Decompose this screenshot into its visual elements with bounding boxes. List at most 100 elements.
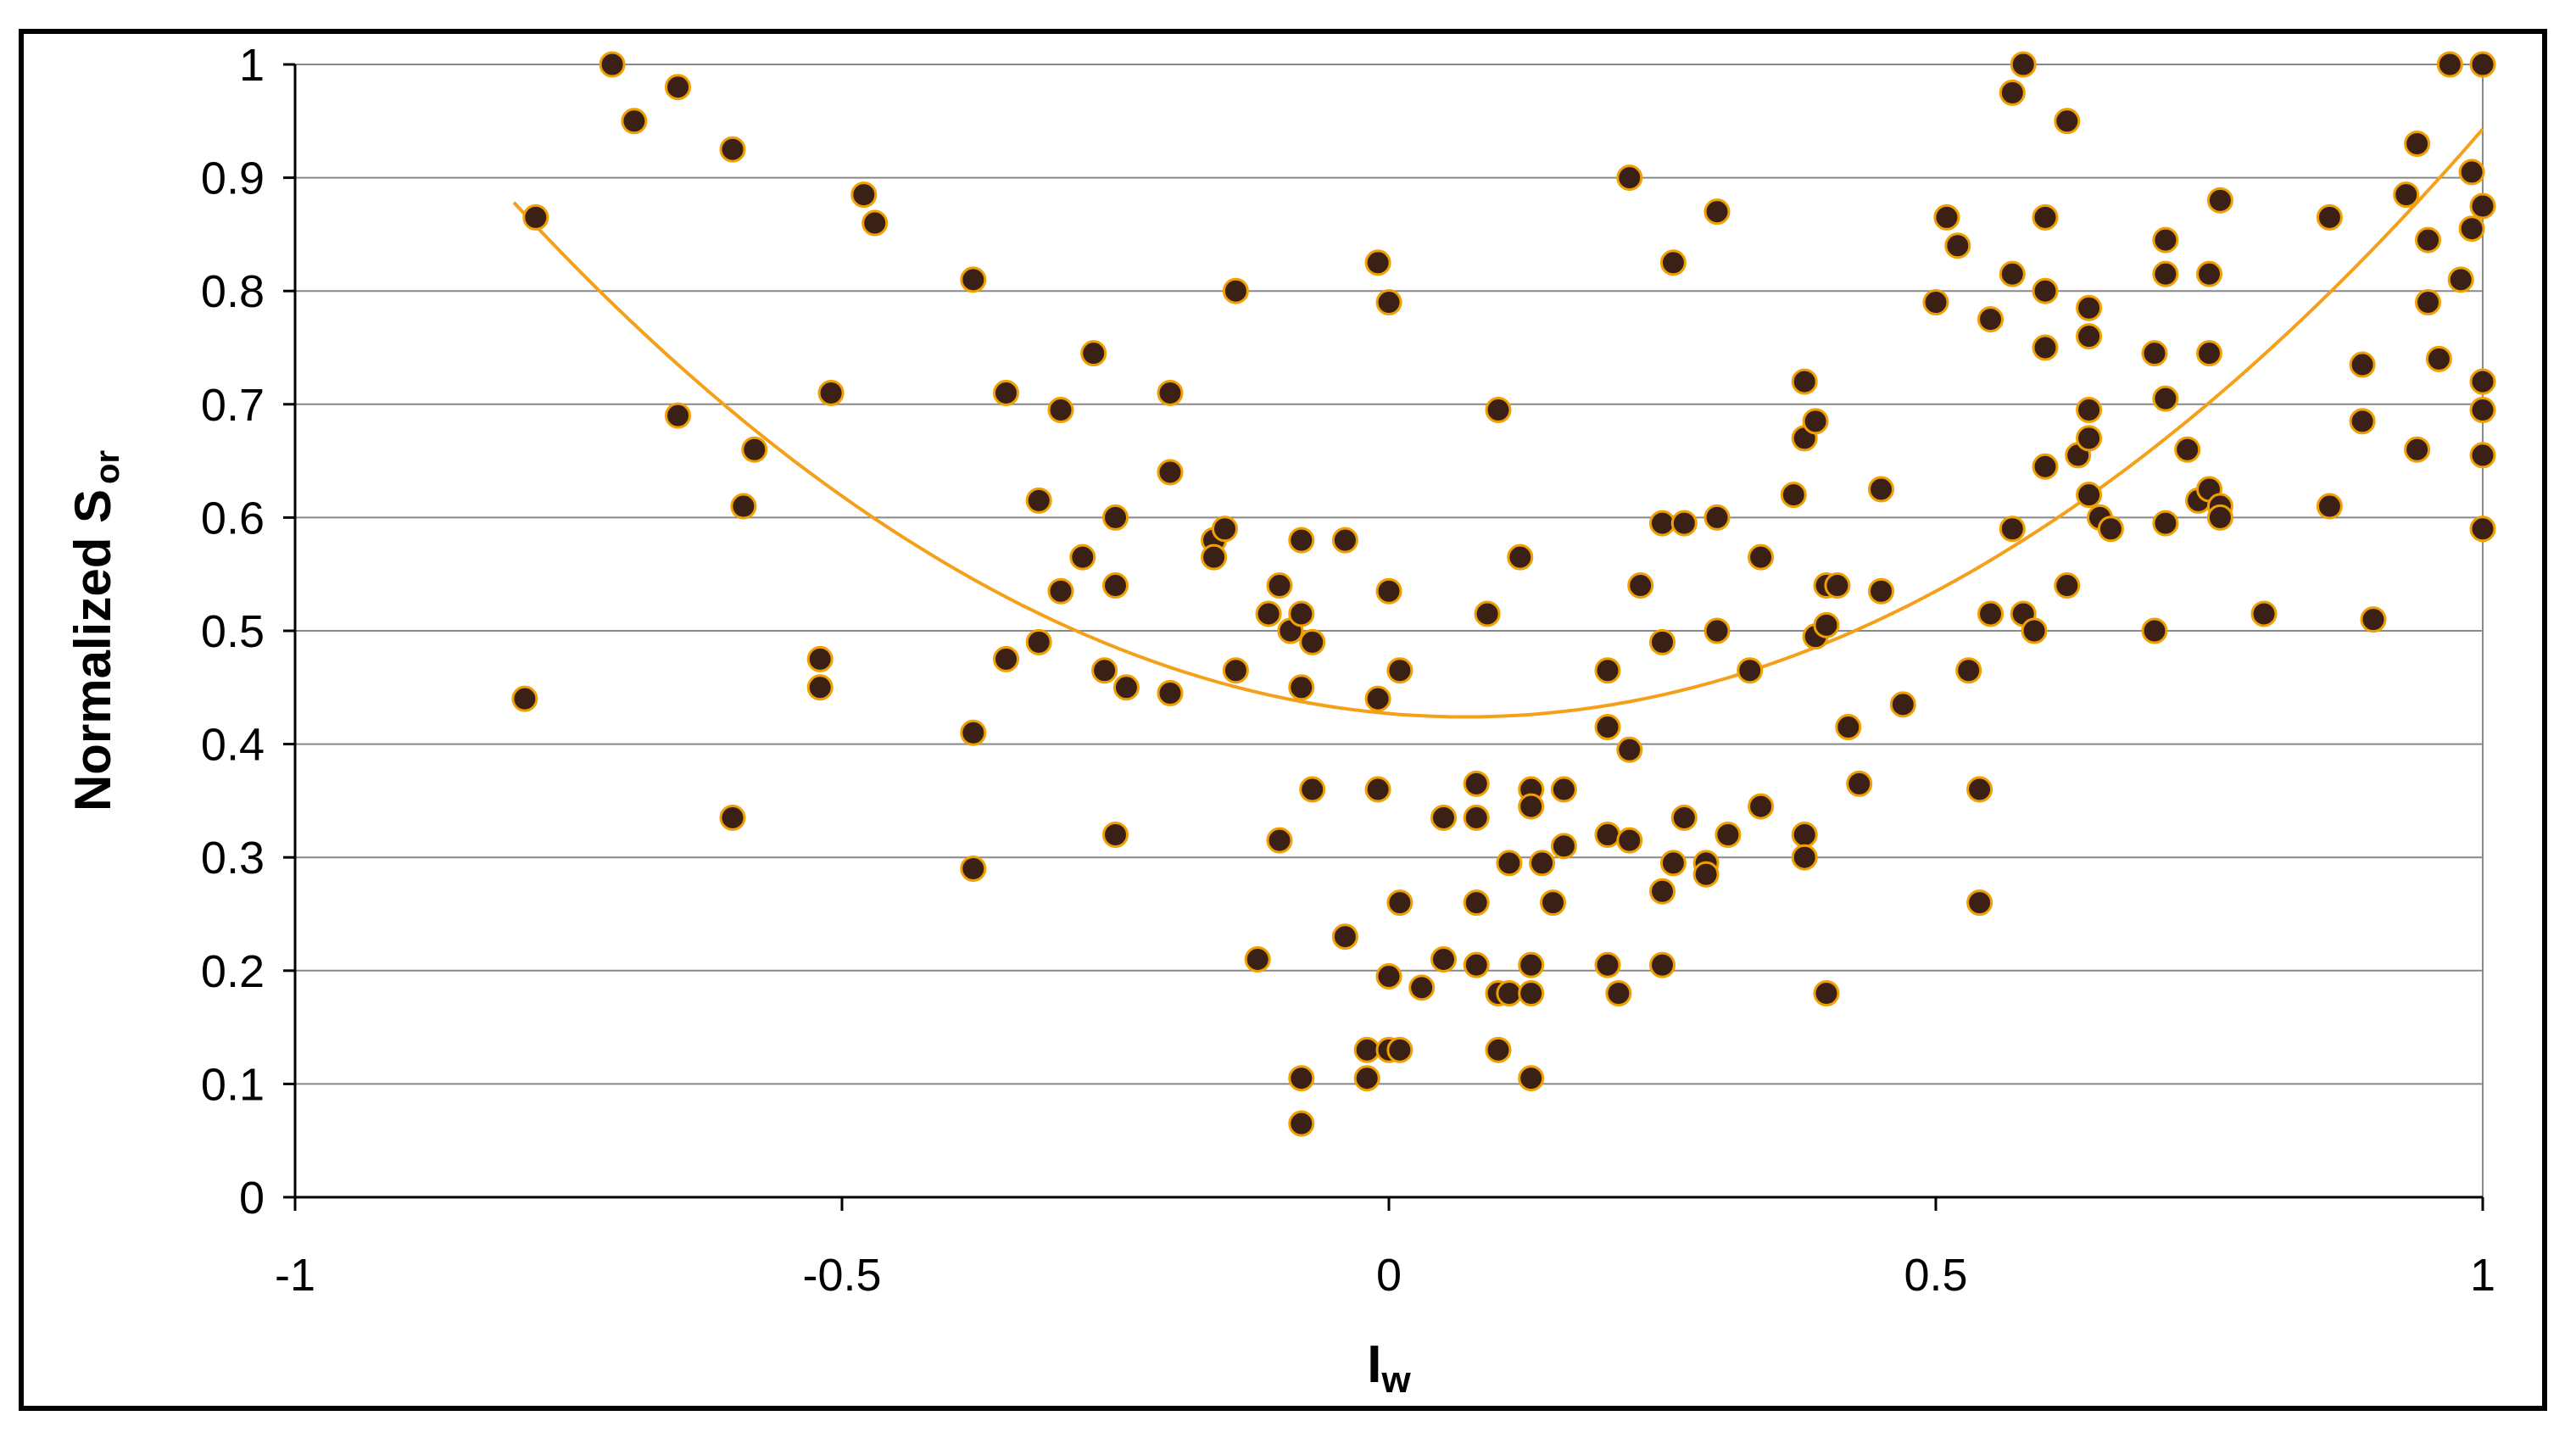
- y-tick-label: 0.5: [201, 606, 265, 657]
- data-point: [1496, 850, 1523, 877]
- data-point: [2447, 266, 2474, 293]
- data-point: [1288, 674, 1315, 701]
- data-point: [665, 402, 691, 429]
- data-point: [1999, 79, 2026, 106]
- data-point: [2469, 442, 2496, 469]
- data-point: [1649, 951, 1676, 978]
- data-point: [2250, 600, 2278, 627]
- data-point: [1846, 770, 1873, 797]
- data-point: [1659, 850, 1687, 877]
- data-point: [1966, 889, 1993, 917]
- data-point: [1102, 572, 1129, 599]
- data-point: [2032, 203, 2059, 231]
- data-point: [2316, 493, 2343, 520]
- data-point: [806, 645, 834, 672]
- data-point: [665, 74, 691, 101]
- y-tick-label: 0.8: [201, 266, 265, 317]
- data-point: [2097, 516, 2124, 543]
- data-point: [1375, 289, 1402, 316]
- data-point: [1047, 396, 1074, 423]
- data-point: [1627, 572, 1654, 599]
- data-point: [2076, 425, 2103, 452]
- data-point: [1802, 408, 1829, 435]
- data-point: [1244, 945, 1271, 973]
- x-tick-label: 0: [1376, 1250, 1402, 1301]
- data-point: [1649, 628, 1676, 655]
- data-point: [1485, 1036, 1512, 1063]
- data-point: [2076, 482, 2103, 509]
- data-point: [2458, 159, 2485, 186]
- data-point: [730, 493, 757, 520]
- data-point: [1331, 527, 1358, 554]
- data-point: [1737, 657, 1764, 684]
- data-point: [1331, 923, 1358, 950]
- data-point: [2469, 51, 2496, 78]
- y-tick-label: 0.1: [201, 1059, 265, 1110]
- axis-titles: Iw Normalized S or: [64, 450, 1412, 1401]
- data-point: [1594, 657, 1621, 684]
- tick-labels: 0 0.1 0.2 0.3 0.4 0.5 0.6 0.7 0.8 0.9 1 -1 -0.5 0 0.5 1: [201, 40, 2495, 1301]
- data-point: [960, 266, 987, 293]
- y-tick-label: 0.6: [201, 493, 265, 543]
- data-point: [1966, 776, 1993, 803]
- data-point: [2360, 606, 2387, 633]
- data-point: [2054, 572, 2081, 599]
- y-tick-label: 0.7: [201, 380, 265, 431]
- data-point: [1091, 657, 1118, 684]
- data-point: [2076, 396, 2103, 423]
- data-point: [2032, 334, 2059, 361]
- data-point: [1955, 657, 1982, 684]
- data-point: [1201, 543, 1228, 571]
- data-point: [1550, 776, 1577, 803]
- y-tick-label: 0.9: [201, 153, 265, 204]
- data-point: [1375, 962, 1402, 989]
- data-point: [2316, 203, 2343, 231]
- x-tick-label: 0.5: [1904, 1250, 1967, 1301]
- data-point: [2152, 510, 2179, 537]
- data-point: [1299, 628, 1326, 655]
- data-point: [1222, 657, 1249, 684]
- data-point: [806, 674, 834, 701]
- data-point: [1594, 821, 1621, 848]
- data-point: [2021, 617, 2048, 644]
- x-tick-label: -1: [275, 1250, 315, 1301]
- data-point: [1386, 657, 1413, 684]
- data-point: [1157, 459, 1184, 486]
- data-point: [1977, 600, 2004, 627]
- data-point: [1529, 850, 1556, 877]
- data-point: [960, 856, 987, 883]
- data-point: [2415, 289, 2441, 316]
- data-point: [1703, 504, 1731, 531]
- data-point: [1025, 628, 1052, 655]
- data-point: [2196, 260, 2222, 287]
- data-point: [1649, 878, 1676, 905]
- scatter-chart: 0 0.1 0.2 0.3 0.4 0.5 0.6 0.7 0.8 0.9 1 -1 -0.5 0 0.5 1…: [64, 40, 2496, 1401]
- data-point: [2152, 385, 2179, 412]
- data-point: [1616, 736, 1643, 763]
- chart-frame: 0 0.1 0.2 0.3 0.4 0.5 0.6 0.7 0.8 0.9 1 -1 -0.5 0 0.5 1…: [19, 29, 2547, 1411]
- data-point: [1266, 827, 1293, 854]
- data-point: [1889, 691, 1916, 718]
- data-point: [1386, 1036, 1413, 1063]
- data-point: [2076, 294, 2103, 321]
- data-point: [2206, 187, 2233, 214]
- data-point: [1813, 611, 1840, 638]
- data-point: [1922, 289, 1949, 316]
- data-point: [861, 209, 889, 237]
- data-point: [2010, 51, 2037, 78]
- data-point: [1703, 198, 1731, 226]
- data-point: [2032, 453, 2059, 480]
- data-point: [1364, 776, 1391, 803]
- data-point: [1999, 260, 2026, 287]
- data-point: [511, 685, 538, 712]
- data-point: [2469, 396, 2496, 423]
- data-point: [1375, 577, 1402, 605]
- data-point: [1496, 980, 1523, 1007]
- data-point: [960, 719, 987, 746]
- data-point: [1485, 396, 1512, 423]
- data-point: [1288, 1065, 1315, 1092]
- data-point: [1518, 980, 1545, 1007]
- data-point: [2404, 436, 2431, 463]
- data-point: [1616, 827, 1643, 854]
- data-point: [2141, 340, 2168, 367]
